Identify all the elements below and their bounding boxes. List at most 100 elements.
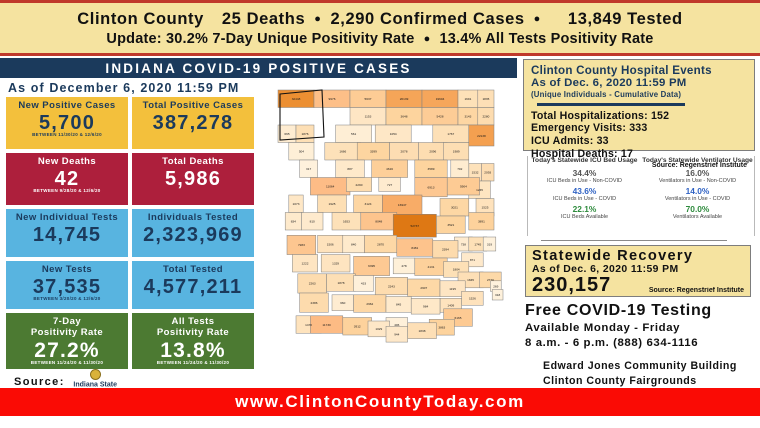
stat-label: Individuals Tested <box>147 212 239 223</box>
county-case-count: 504 <box>299 150 304 154</box>
indiana-county-case-map: 32448 9976 5637 20139 19604 1691 1835 1153 3648 5… <box>262 82 512 382</box>
county-case-count: 5637 <box>365 97 372 101</box>
county-case-count: 2243 <box>388 284 395 288</box>
county-confirmed-cases: 2,290 Confirmed Cases <box>330 9 525 28</box>
stat-value: 37,535 <box>32 275 102 298</box>
stat-value: 387,278 <box>152 111 234 134</box>
county-case-count: 665 <box>284 132 289 136</box>
county-tested: 13,849 Tested <box>567 9 683 28</box>
county-case-count: 834 <box>291 220 296 224</box>
county-case-count: 738 <box>461 242 466 246</box>
icu-caption: ICU Beds in Use - COVID <box>552 195 617 202</box>
county-region <box>482 236 497 252</box>
county-case-count: 660 <box>340 301 345 305</box>
county-case-count: 3912 <box>354 325 361 329</box>
stat-date-range: BETWEEN 11/24/20 & 11/30/20 <box>30 360 104 366</box>
seal-icon <box>89 369 101 380</box>
county-case-count: 20139 <box>400 97 409 101</box>
county-case-count: 5428 <box>437 115 444 119</box>
county-case-count: 52737 <box>410 224 419 228</box>
update-all-tests-positivity: 13.4% All Tests Positivity Rate <box>439 30 654 47</box>
stat-label: Total Positive Cases <box>142 100 244 111</box>
hospital-events-box: Clinton County Hospital Events As of Dec… <box>523 59 755 170</box>
stat-date-range: BETWEEN 11/30/20 & 12/6/20 <box>32 131 102 137</box>
stat-box-new-1: New Deaths 42 BETWEEN 9/28/20 & 12/6/20 <box>6 153 128 205</box>
free-testing-title: Free COVID-19 Testing <box>525 302 712 319</box>
state-as-of-date: As of December 6, 2020 11:59 PM <box>8 81 240 95</box>
hospital-metric: Emergency Visits: 333 <box>531 122 648 135</box>
county-case-count: 9976 <box>329 97 336 101</box>
vent-caption: Ventilators in Use - Non-COVID <box>658 177 737 184</box>
county-case-count: 2394 <box>442 248 449 252</box>
county-case-count: 3648 <box>401 115 408 119</box>
county-case-count: 6913 <box>428 185 435 189</box>
icu-caption: ICU Beds Available <box>560 213 609 220</box>
county-region <box>436 215 466 234</box>
county-case-count: 3021 <box>451 206 458 210</box>
county-case-count: 1691 <box>464 97 471 101</box>
county-case-count: 2770 <box>487 278 494 282</box>
county-case-count: 1745 <box>474 242 481 246</box>
county-region <box>353 275 374 292</box>
top-banner-line-2: Update: 30.2% 7-Day Unique Positivity Ra… <box>106 31 653 47</box>
county-name: Clinton County <box>77 9 204 28</box>
statewide-usage-panels: Today's Statewide ICU Bed Usage 34.4% IC… <box>527 156 755 236</box>
divider <box>537 103 685 106</box>
stat-date-range: BETWEEN 9/28/20 & 12/6/20 <box>33 187 101 193</box>
county-case-count: 3589 <box>428 167 435 171</box>
county-case-count: 561 <box>351 132 356 136</box>
county-case-count: 32448 <box>292 97 301 101</box>
county-case-count: 702 <box>457 167 462 171</box>
icu-usage-heading: Today's Statewide ICU Bed Usage <box>531 157 638 165</box>
county-case-count: 1222 <box>302 262 309 266</box>
county-case-count: 406 <box>394 323 399 327</box>
vent-caption: Ventilators Available <box>672 213 723 220</box>
county-case-count: 3521 <box>447 223 454 227</box>
county-region <box>446 177 480 196</box>
county-case-count: 1054 <box>390 132 397 136</box>
county-case-count: 3891 <box>478 220 485 224</box>
county-deaths: 25 Deaths <box>221 9 306 28</box>
stat-box-total-0: Total Positive Cases 387,278 <box>132 97 254 149</box>
county-case-count: 478 <box>401 264 406 268</box>
county-case-count: 2096 <box>429 150 436 154</box>
county-case-count: 4616 <box>386 167 393 171</box>
free-testing-hours-1: Available Monday - Friday <box>525 322 681 334</box>
top-update-banner: Clinton County 25 Deaths ● 2,290 Confirmed … <box>0 0 760 56</box>
divider <box>541 240 727 241</box>
source-label: Source: <box>14 375 65 388</box>
source-org-line-1: Indiana State <box>73 381 117 390</box>
stat-label: Total Tested <box>163 264 223 275</box>
county-case-count: 1804 <box>453 268 460 272</box>
county-region <box>410 298 441 315</box>
county-case-count: 2078 <box>401 150 408 154</box>
county-region <box>346 177 372 192</box>
statewide-recovery-box: Statewide Recovery As of Dec. 6, 2020 11… <box>525 245 751 297</box>
website-url[interactable]: www.ClintonCountyToday.com <box>235 392 525 411</box>
county-case-count: 2386 <box>311 301 318 305</box>
stat-label: All Tests Positivity Rate <box>156 316 230 338</box>
county-case-count: 1925 <box>329 202 336 206</box>
bullet-separator-3: ● <box>423 32 431 45</box>
county-case-count: 2870 <box>377 242 384 246</box>
county-case-count: 11064 <box>326 185 335 189</box>
stat-box-new-0: New Positive Cases 5,700 BETWEEN 11/30/20 … <box>6 97 128 149</box>
county-case-count: 1526 <box>469 297 476 301</box>
county-case-count: 6395 <box>368 264 375 268</box>
county-case-count: 1470 <box>305 323 312 327</box>
vent-usage-heading: Today's Statewide Ventilator Usage <box>642 157 753 165</box>
icu-caption: ICU Beds in Use - Non-COVID <box>546 177 623 184</box>
county-case-count: 1245 <box>476 188 483 192</box>
county-region <box>299 159 318 178</box>
county-case-count: 319 <box>487 242 492 246</box>
icu-pct: 34.4% <box>572 168 597 178</box>
stat-column-total: Total Positive Cases 387,278 Total Deaths 5… <box>132 97 254 373</box>
county-case-count: 16947 <box>398 203 407 207</box>
county-case-count: 1653 <box>343 220 350 224</box>
footer-banner: www.ClintonCountyToday.com <box>0 388 760 416</box>
bullet-separator-2: ● <box>533 13 541 26</box>
county-case-count: 5904 <box>460 185 467 189</box>
county-case-count: 2280 <box>482 115 489 119</box>
county-case-count: 2093 <box>484 171 491 175</box>
county-case-count: 22138 <box>477 134 486 138</box>
